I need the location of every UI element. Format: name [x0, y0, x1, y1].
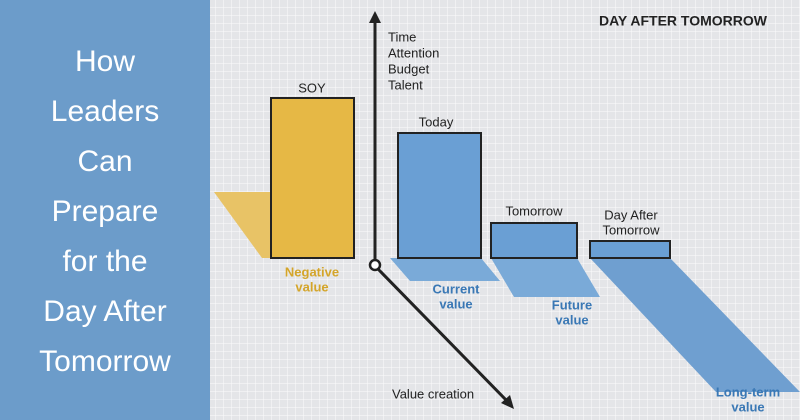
value-label: value — [731, 399, 764, 414]
box-label: Day After — [604, 207, 658, 222]
headline-line: Prepare — [52, 195, 159, 228]
shadow — [214, 192, 271, 258]
value-label: Future — [552, 297, 592, 312]
box-label: SOY — [298, 80, 326, 95]
shadow — [491, 258, 600, 297]
headline-line: Tomorrow — [39, 345, 171, 378]
axis-label: Time — [388, 29, 416, 44]
headline-line: Can — [77, 145, 132, 178]
box — [589, 240, 671, 259]
box-label: Today — [419, 114, 454, 129]
box — [270, 97, 355, 259]
axis-label: Budget — [388, 61, 430, 76]
box-label: Tomorrow — [602, 222, 660, 237]
shadow — [390, 258, 500, 281]
headline-line: Day After — [43, 295, 166, 328]
diagram-title: DAY AFTER TOMORROW — [599, 13, 768, 29]
headline: How Leaders Can Prepare for the Day After Tomo… — [39, 45, 171, 378]
arrowhead — [369, 11, 381, 23]
arrowhead — [501, 395, 514, 409]
value-label: value — [439, 296, 472, 311]
axis-label: Talent — [388, 77, 423, 92]
headline-line: for the — [62, 245, 147, 278]
value-label: Current — [433, 281, 481, 296]
headline-line: How — [75, 45, 135, 78]
box — [397, 132, 482, 259]
value-label: value — [295, 279, 328, 294]
headline-line: Leaders — [51, 95, 159, 128]
value-label: Negative — [285, 264, 339, 279]
headline-panel — [0, 0, 210, 420]
box — [490, 222, 578, 259]
origin — [368, 258, 382, 272]
shadow — [590, 258, 800, 392]
axis-label: Attention — [388, 45, 439, 60]
value-label: value — [555, 312, 588, 327]
diagonal-axis — [376, 267, 510, 404]
value-label: Long-term — [716, 384, 780, 399]
axis-label: Value creation — [392, 386, 474, 401]
box-label: Tomorrow — [505, 203, 563, 218]
